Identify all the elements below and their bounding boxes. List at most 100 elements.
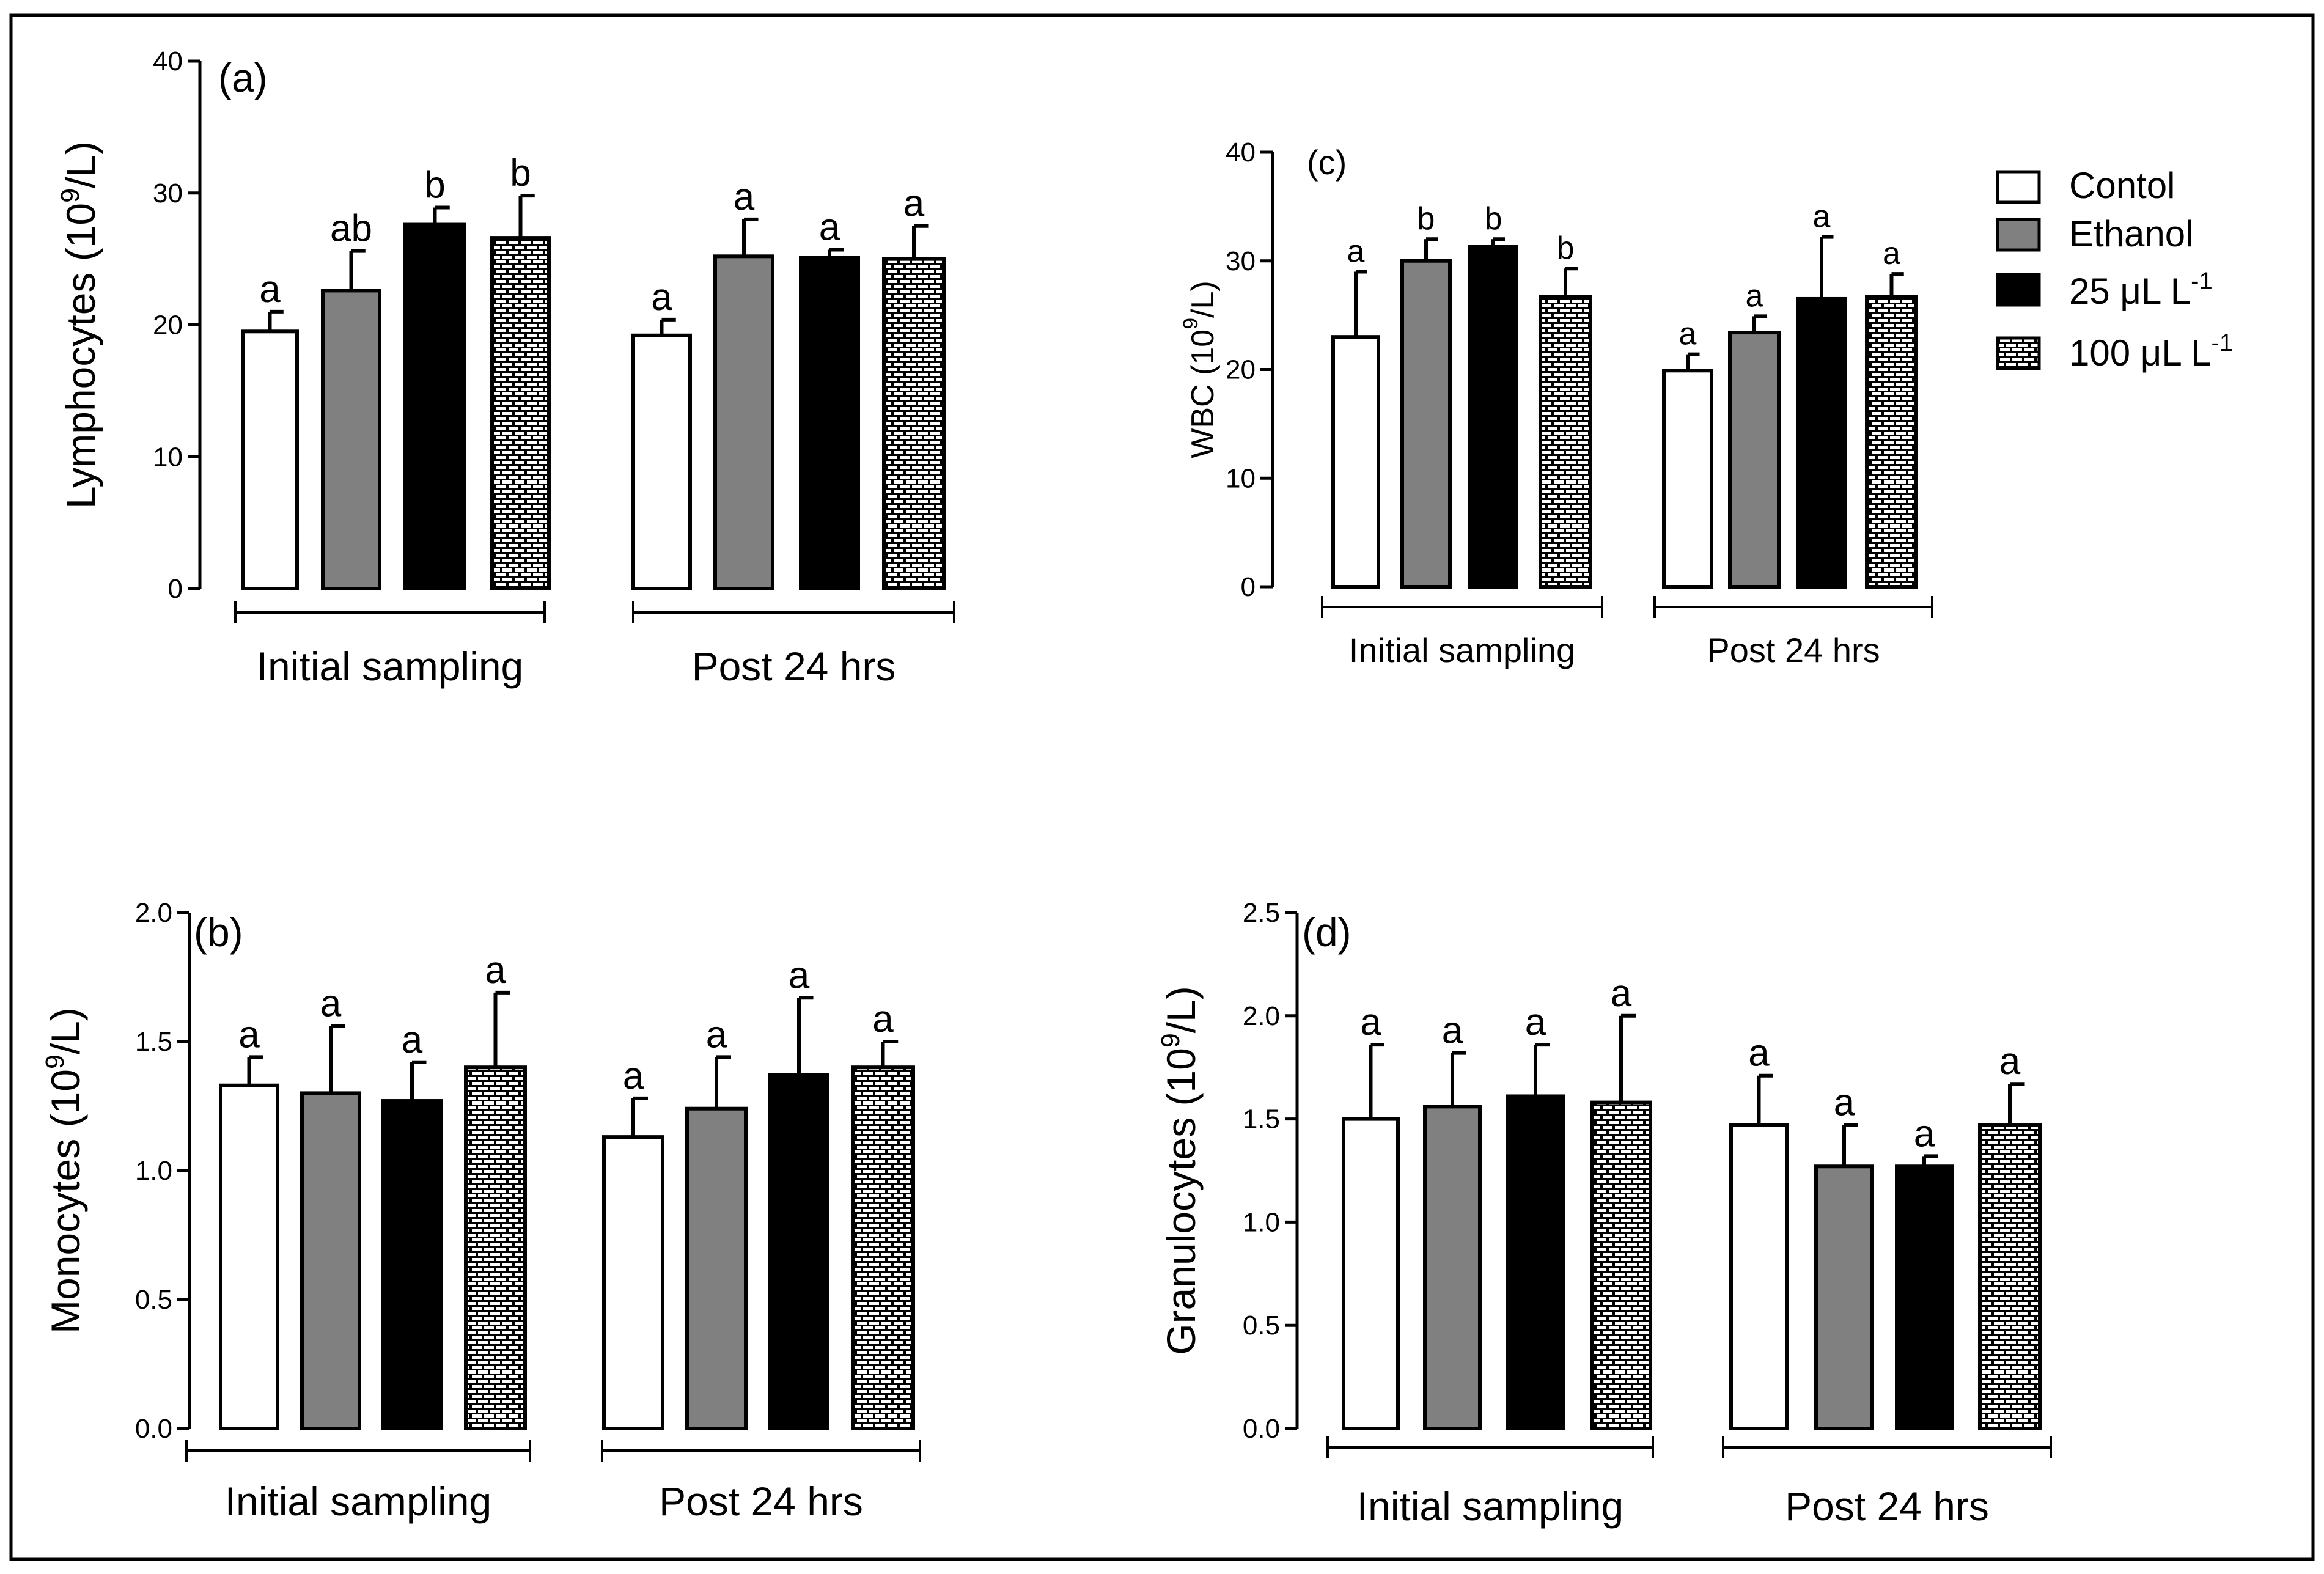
panel-a-y-axis-title: Lymphocytes (109/L) [56,141,103,509]
panel-a-significance-letter: a [819,207,840,249]
panel-c-group-label: Post 24 hrs [1707,631,1880,669]
panel-d-y-axis-title-sup: 9 [1156,1033,1185,1048]
panel-d-significance-letter: a [1360,1001,1381,1043]
panel-b-y-axis-title-tail: /L) [43,1007,88,1054]
panel-d-y-axis-title-tail: /L) [1158,986,1204,1033]
panel-c-bar-dose100 [1865,295,1918,589]
panel-b-significance-letter: a [789,954,810,996]
figure-frame [9,13,2315,1561]
panel-a-y-axis-title-text: Lymphocytes (10 [58,203,103,509]
panel-a-y-axis-title-sup: 9 [56,188,85,203]
panel-c-significance-letter: b [1557,230,1575,266]
panel-d-y-tick-label: 2.5 [1243,898,1280,928]
panel-b-group-label: Post 24 hrs [659,1479,863,1524]
panel-b-y-axis-title: Monocytes (109/L) [40,1007,88,1334]
panel-a-significance-letter: a [651,276,672,318]
panel-b-significance-letter: a [623,1055,644,1097]
panel-a-group-label: Initial sampling [257,644,524,689]
panel-c-y-axis-title-text: WBC (10 [1185,329,1221,458]
panel-b-bar-control [602,1135,664,1430]
legend-swatch-100 [1996,336,2041,370]
panel-b-bar-dose100 [851,1065,915,1430]
panel-d-significance-letter: a [1914,1112,1935,1155]
panel-c-bar-ethanol [1728,331,1781,589]
panel-b-bar-ethanol [300,1091,361,1430]
panel-a-y-tick-label: 10 [153,442,183,472]
panel-d-group-label: Initial sampling [1357,1484,1624,1529]
panel-c-significance-letter: a [1679,317,1697,352]
panel-b-y-tick-label: 2.0 [135,898,172,928]
panel-c-significance-letter: a [1347,234,1365,270]
panel-b-significance-letter: a [402,1019,423,1061]
legend-label-25-sup: -1 [2191,268,2213,295]
panel-d-y-tick-label: 1.0 [1243,1207,1280,1237]
panel-b-y-tick-label: 0.5 [135,1285,172,1315]
panel-a-bar-ethanol [713,254,774,590]
panel-d-significance-letter: a [1999,1040,2021,1083]
panel-d-chart: 0.0 0.5 1.0 1.5 2.0 2.5 Granulocytes (109/L) (d… [1156,898,2052,1529]
panel-d-significance-letter: a [1611,973,1632,1015]
panel-a-group-label: Post 24 hrs [692,644,896,689]
panel-b-significance-letter: a [238,1013,260,1056]
panel-b-bar-dose25 [381,1099,443,1431]
panel-d-bar-control [1342,1117,1400,1430]
legend-label-control: Contol [2069,165,2175,206]
panel-d-significance-letter: a [1525,1001,1546,1043]
panel-a-bar-dose25 [799,256,860,590]
panel-d-bar-control [1729,1123,1789,1431]
panel-b-bar-dose25 [768,1073,829,1430]
panel-a-bar-ethanol [321,289,381,590]
legend-label-ethanol: Ethanol [2069,213,2194,254]
panel-a-bar-dose100 [490,236,551,591]
panel-d-bar-dose100 [1590,1100,1652,1431]
panel-c-significance-letter: a [1746,278,1763,314]
panel-a-chart: 0 10 20 30 40 Lymphocytes (109/L) (a) a ab b b a a a a… [56,46,955,689]
panel-a-bar-dose25 [403,222,466,590]
panel-c-y-tick-label: 30 [1226,246,1256,276]
panel-a-y-tick-label: 40 [153,46,183,76]
legend-label-100-sup: -1 [2212,329,2234,356]
panel-b-significance-letter: a [320,983,342,1025]
legend-label-25: 25 μL L-1 [2069,268,2213,312]
panel-c-label: (c) [1307,143,1347,182]
panel-b-y-tick-label: 1.0 [135,1156,172,1186]
panel-a-y-tick-label: 30 [153,178,183,208]
panel-c-bar-control [1662,369,1713,589]
panel-d-y-tick-label: 1.5 [1243,1105,1280,1135]
panel-b-y-tick-label: 0.0 [135,1414,172,1444]
panel-c-significance-letter: a [1813,199,1831,235]
panel-d-group-label: Post 24 hrs [1785,1484,1989,1529]
panel-c-bar-dose25 [1468,245,1518,589]
panel-a-significance-letter: ab [330,208,372,250]
panel-b-y-tick-label: 1.5 [135,1027,172,1057]
panel-a-significance-letter: a [734,176,755,218]
panel-b-chart: 0.0 0.5 1.0 1.5 2.0 Monocytes (109/L) (b) a a a a a… [40,898,921,1524]
panel-c-bar-dose100 [1539,295,1592,589]
panel-d-label: (d) [1302,910,1351,955]
panel-c-significance-letter: b [1485,201,1502,237]
panel-d-bar-dose25 [1506,1094,1565,1430]
panel-c-y-tick-label: 10 [1226,463,1256,493]
panel-a-y-axis-title-tail: /L) [58,141,103,188]
panel-a-significance-letter: b [510,152,531,194]
legend-swatch-control [1996,170,2041,204]
panel-d-y-axis-title-text: Granulocytes (10 [1158,1048,1204,1355]
legend-label-25-text: 25 μL L [2069,271,2191,312]
panel-d-bar-ethanol [1814,1164,1874,1431]
panel-a-significance-letter: a [259,268,281,311]
panel-b-bar-dose100 [464,1065,527,1430]
panel-a-bar-control [241,329,299,590]
panel-b-y-axis-title-text: Monocytes (10 [43,1069,88,1334]
panel-c-y-tick-label: 20 [1226,355,1256,385]
panel-c-bar-control [1331,335,1380,589]
panel-d-significance-letter: a [1442,1010,1463,1052]
legend-label-100-text: 100 μL L [2069,333,2212,373]
panel-d-bar-ethanol [1423,1105,1482,1430]
panel-b-significance-letter: a [872,998,894,1040]
legend-label-100: 100 μL L-1 [2069,329,2233,373]
panel-a-significance-letter: b [424,164,445,206]
panel-d-y-tick-label: 2.0 [1243,1001,1280,1031]
panel-b-significance-letter: a [485,949,506,991]
panel-b-label: (b) [194,910,243,955]
